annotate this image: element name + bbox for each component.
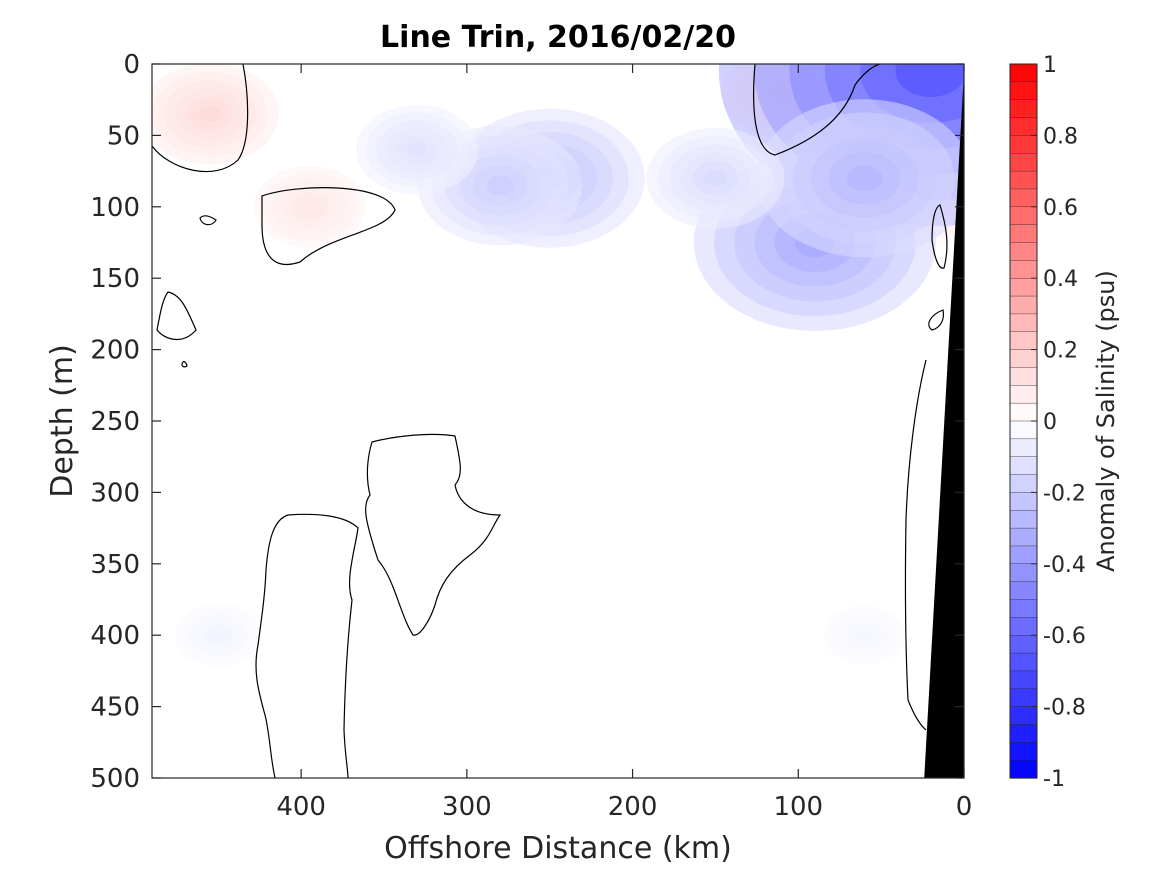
plot-area [152,64,964,778]
x-tick-label: 0 [956,792,973,822]
colorbar-band [1009,527,1038,547]
zero-contour-8 [928,309,945,331]
zero-contour-11 [181,361,188,368]
bathymetry [924,71,964,778]
colorbar-band [1009,492,1038,511]
colorbar-band [1009,706,1038,726]
colorbar-band [1009,742,1038,761]
colorbar-band [1009,206,1038,226]
colorbar-band [1009,135,1038,154]
y-tick-label: 500 [90,764,140,794]
colorbar-band [1009,153,1038,172]
colorbar-band [1009,438,1038,458]
colorbar-band [1009,367,1038,386]
y-tick-label: 300 [90,478,140,508]
x-axis-label: Offshore Distance (km) [384,831,732,866]
y-axis-label: Depth (m) [45,344,80,498]
colorbar-band [1009,242,1038,261]
colorbar-band [1009,635,1038,654]
anomaly-positive-region [300,199,319,214]
x-tick-label: 300 [442,792,492,822]
colorbar-tick-label: -1 [1043,767,1065,792]
colorbar-tick-label: -0.6 [1043,624,1086,649]
colorbar-band [1009,474,1038,493]
anomaly-negative-region [211,629,226,641]
colorbar-band [1009,81,1038,101]
colorbar-band [1009,456,1038,476]
colorbar-band [1009,759,1038,779]
colorbar-band [1009,670,1038,690]
colorbar-band [1009,117,1038,137]
anomaly-negative-region [846,165,883,192]
colorbar-band [1009,188,1038,208]
colorbar-band [1009,599,1038,618]
colorbar-band [1009,349,1038,369]
colorbar-tick-label: 1 [1043,53,1057,78]
y-tick-label: 350 [90,550,140,580]
zero-contour-6 [255,513,359,778]
colorbar-tick-label: 0.4 [1043,267,1078,292]
colorbar-band [1009,224,1038,244]
anomaly-negative-region [406,142,428,158]
y-tick-label: 150 [90,264,140,294]
colorbar-tick-label: 0 [1043,410,1057,435]
colorbar-band [1009,652,1038,672]
colorbar-band [1009,545,1038,565]
colorbar-band [1009,617,1038,636]
x-tick-label: 100 [773,792,823,822]
colorbar-band [1009,278,1038,297]
y-tick-label: 100 [90,193,140,223]
zero-contour-7 [931,204,948,269]
anomaly-negative-region [857,630,872,641]
colorbar-band [1009,510,1038,529]
y-tick-label: 0 [123,50,140,80]
anomaly-negative-region [703,169,727,187]
colorbar-band [1009,402,1038,422]
zero-contour-4 [156,291,197,340]
x-tick-label: 200 [608,792,658,822]
colorbar-band [1009,295,1038,315]
colorbar-label: Anomaly of Salinity (psu) [1092,270,1120,572]
colorbar-band [1009,563,1038,583]
colorbar-band [1009,331,1038,351]
chart-title: Line Trin, 2016/02/20 [380,20,736,55]
y-tick-label: 200 [90,336,140,366]
colorbar-tick-label: 0.2 [1043,339,1078,364]
colorbar-band [1009,581,1038,601]
y-tick-label: 400 [90,621,140,651]
colorbar-band [1009,385,1038,404]
colorbar: 1 0.8 0.6 0.4 0.2 0 -0.2 -0.4 -0.6 -0.8 -1 Anomaly… [1009,53,1120,792]
zero-contour-5 [365,433,502,636]
x-axis: 400 300 200 100 0 Offshore Distance (km) [276,64,972,866]
colorbar-band [1009,99,1038,119]
colorbar-tick-label: 0.8 [1043,124,1078,149]
colorbar-band [1009,420,1038,440]
y-tick-label: 250 [90,407,140,437]
anomaly-negative-region [486,175,514,196]
zero-contour-9 [904,359,927,731]
zero-contour-3 [753,64,881,156]
colorbar-band [1009,688,1038,708]
y-tick-label: 450 [90,693,140,723]
y-tick-label: 50 [107,121,140,151]
colorbar-tick-label: -0.8 [1043,696,1086,721]
x-tick-label: 400 [276,792,326,822]
y-axis: 0 50 100 150 200 250 300 350 400 450 500 Depth (m) [45,50,964,794]
colorbar-tick-label: 0.6 [1043,196,1078,221]
colorbar-band [1009,63,1038,83]
colorbar-band [1009,724,1038,743]
anomaly-field [152,64,964,667]
zero-contour-2 [261,187,396,265]
colorbar-band [1009,313,1038,333]
zero-contour-1 [152,64,249,173]
anomaly-negative-region [895,64,964,97]
colorbar-tick-label: -0.2 [1043,481,1086,506]
zero-contour-10 [199,215,217,226]
colorbar-band [1009,170,1038,190]
anomaly-positive-region [198,105,222,123]
colorbar-tick-label: -0.4 [1043,553,1086,578]
zero-contours [152,64,948,778]
colorbar-band [1009,260,1038,279]
